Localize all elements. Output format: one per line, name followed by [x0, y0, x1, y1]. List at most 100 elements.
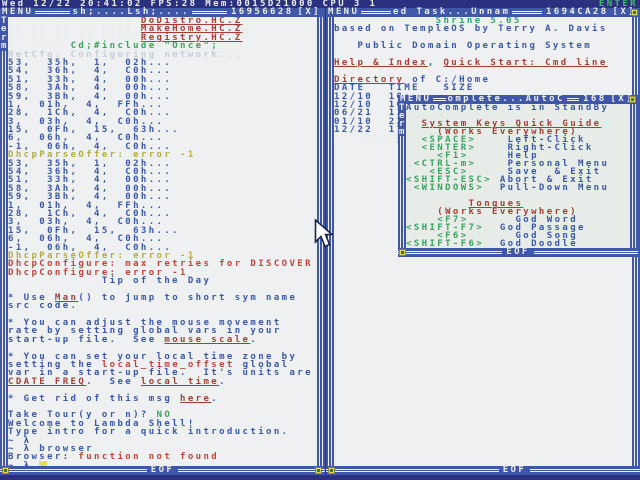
terminal-line: 54, 36h, 4, C0h...	[8, 168, 317, 177]
terminal-line: ~ λ	[8, 460, 317, 466]
terminal-line: 59, 3Bh, 4, 00h...	[8, 92, 317, 101]
doc-link[interactable]: System Keys Quick Guide	[421, 119, 602, 129]
doc-link[interactable]: Registry.HC.Z	[140, 32, 243, 43]
doc-link[interactable]: mouse scale	[164, 334, 251, 345]
text-cursor	[39, 460, 48, 466]
resize-handle[interactable]	[399, 249, 406, 256]
text-segment: 15, 0Fh, 15, 63h...	[8, 225, 181, 236]
terminal-line: * You can set your local time zone by	[8, 351, 317, 362]
close-button[interactable]: [X]	[295, 7, 323, 17]
window-border-right[interactable]	[317, 17, 325, 466]
text-segment: NO	[156, 410, 173, 421]
text-segment: rate by setting global vars in your	[8, 326, 282, 337]
text-segment: start-up file. See	[8, 334, 165, 345]
close-button[interactable]: [X]	[608, 94, 636, 104]
terminal-line: NetCfg: Configuring network...	[8, 50, 317, 59]
text-segment: 3, 03h, 4, C0h...	[8, 217, 165, 228]
text-segment: God Song	[468, 231, 579, 241]
resize-handle[interactable]	[629, 96, 636, 103]
welcome-titlebar[interactable]: MENU ed Task...Unnam 1694CA28 [X]	[326, 8, 640, 17]
text-segment: Abort & Exit	[492, 175, 594, 185]
text-segment: * You can set your local time zone by	[8, 351, 298, 362]
terminal-line: (Works Everywhere)	[406, 128, 630, 137]
terminal-line: 6, 06h, 4, C0h...	[8, 134, 317, 143]
window-border-right[interactable]	[630, 104, 638, 248]
terminal-line: setting the local_time_offset global	[8, 360, 317, 371]
doc-link[interactable]: local time	[140, 376, 220, 387]
resize-handle[interactable]	[328, 467, 335, 474]
task-id: 1694CA28	[543, 7, 611, 17]
text-segment: 15, 0Fh, 15, 63h...	[8, 125, 181, 136]
text-segment: <SPACE>	[406, 135, 477, 145]
doc-link[interactable]: Help & Index	[334, 57, 428, 68]
text-segment: <F7>	[406, 215, 469, 225]
text-segment: global	[234, 360, 290, 371]
text-segment: 58, 3Ah, 4, 00h...	[8, 183, 173, 194]
terminal-line: 58, 3Ah, 4, 00h...	[8, 183, 317, 194]
terminal-line: <ENTER> Right-Click	[406, 144, 630, 153]
autocomplete-titlebar[interactable]: MENU omplete...AutoC 168 [X]	[398, 95, 638, 104]
status-bar: Wed 12/22 20:41:02 FPS:28 Mem:0015D21000…	[0, 0, 640, 9]
close-button[interactable]: [X]	[610, 7, 638, 17]
mouse-cursor	[314, 219, 333, 248]
eof-marker: EOF	[502, 248, 534, 257]
terminal-line: System Keys Quick Guide	[406, 119, 630, 129]
menu-button[interactable]: MENU	[0, 7, 36, 17]
text-segment: .	[250, 334, 259, 345]
text-segment: <SHIFT-F6>	[406, 239, 485, 249]
terminal-line: <WINDOWS> Pull-Down Menu	[406, 183, 630, 193]
terminal-line: DhcpParseOffer: error -1	[8, 151, 317, 160]
terminal-line: 15, 0Fh, 15, 63h...	[8, 225, 317, 236]
terminal-line: based on TempleOS by Terry A. Davis	[334, 25, 632, 34]
terminal-line: 53, 35h, 1, 02h...	[8, 159, 317, 168]
text-segment: -1, 06h, 4, C0h...	[8, 141, 173, 152]
terminal-line: <SPACE> Left-Click	[406, 135, 630, 145]
terminal-line: (Works Everywhere)	[406, 208, 630, 217]
text-segment: 1, 01h, 4, FFh...	[8, 99, 165, 110]
terminal-line: 54, 36h, 4, C0h...	[8, 66, 317, 77]
window-border-left[interactable]: Term	[0, 17, 9, 466]
menu-button[interactable]: MENU	[326, 7, 362, 17]
doc-link[interactable]: Tongues	[468, 199, 524, 209]
terminal-line: 06/21 11:25 0416 DoDistro.HC.Z	[8, 17, 317, 26]
terminal-line: 6, 06h, 4, C0h...	[8, 235, 317, 244]
doc-link[interactable]: Directory	[334, 74, 405, 85]
text-segment: Shrine 5.05	[334, 17, 522, 26]
terminal-titlebar[interactable]: MENU sh;....Lsh;.... 16956628 [X]	[0, 8, 325, 17]
doc-link[interactable]: here	[180, 393, 212, 404]
text-segment: <SHIFT-F7>	[406, 223, 485, 233]
doc-link[interactable]: CDATE_FREQ	[8, 376, 87, 387]
window-border-bottom[interactable]: EOF	[0, 466, 325, 475]
text-segment: Pull-Down Menu	[484, 183, 610, 193]
doc-link[interactable]: Quick Start: Cmd line	[443, 57, 608, 68]
terminal-content[interactable]: 06/21 11:25 0416 DoDistro.HC.Z 01/10 23:5…	[8, 17, 317, 466]
terminal-line: <ESC> Save & Exit	[406, 168, 630, 177]
text-segment: Welcome to Lambda Shell!	[8, 418, 196, 429]
terminal-line: 28, 1Ch, 4, C0h...	[8, 109, 317, 118]
text-segment: ,	[427, 57, 444, 68]
doc-link[interactable]: Man	[54, 292, 79, 303]
terminal-line: 59, 3Bh, 4, 00h...	[8, 193, 317, 202]
terminal-line: 12/22 17:44 01D3 Registry.HC.Z	[8, 32, 317, 43]
terminal-window: MENU sh;....Lsh;.... 16956628 [X] Term 06…	[0, 8, 325, 475]
window-border-bottom[interactable]: EOF	[398, 248, 638, 257]
window-border-bottom[interactable]: EOF	[326, 466, 640, 475]
text-segment: C:/Home>	[334, 133, 397, 144]
window-border-left[interactable]	[326, 17, 334, 466]
text-segment: 58, 3Ah, 4, 00h...	[8, 83, 173, 94]
terminal-line: <CTRL-m> Personal Menu	[406, 159, 630, 169]
eof-marker: EOF	[146, 466, 179, 475]
resize-handle[interactable]	[631, 9, 638, 16]
text-segment: 54, 36h, 4, C0h...	[8, 66, 173, 77]
text-segment: 06/21 11:25 0416	[8, 17, 141, 26]
window-border-left[interactable]: Term	[398, 104, 407, 248]
doc-link[interactable]: MakeHome.HC.Z	[140, 24, 243, 35]
terminal-line: 1, 01h, 4, FFh...	[8, 99, 317, 110]
doc-link[interactable]: DoDistro.HC.Z	[140, 17, 243, 26]
resize-handle[interactable]	[315, 467, 322, 474]
text-segment: 28, 1Ch, 4, C0h...	[8, 208, 173, 219]
text-segment: <CTRL-m>	[406, 159, 477, 169]
resize-handle[interactable]	[2, 467, 9, 474]
menu-button[interactable]: MENU	[398, 94, 434, 104]
text-segment: <SHIFT-ESC>	[406, 175, 493, 185]
